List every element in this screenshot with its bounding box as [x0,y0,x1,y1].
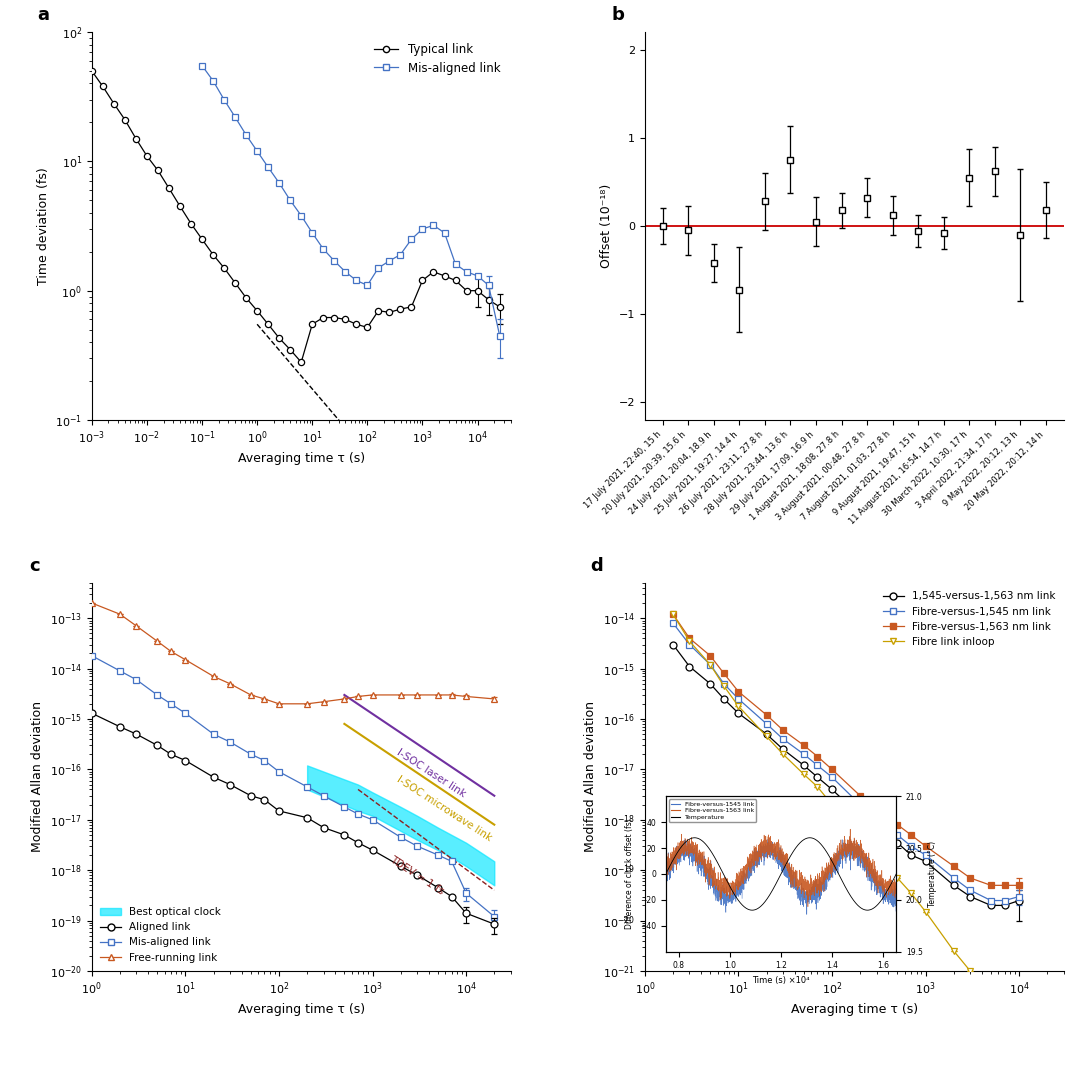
Y-axis label: Time deviation (fs): Time deviation (fs) [37,168,50,285]
Text: TDEV = 1 fs: TDEV = 1 fs [388,855,446,897]
Text: c: c [29,557,40,575]
Y-axis label: Offset (10⁻¹⁸): Offset (10⁻¹⁸) [600,184,613,268]
X-axis label: Averaging time τ (s): Averaging time τ (s) [238,452,365,465]
X-axis label: Averaging time τ (s): Averaging time τ (s) [238,1003,365,1016]
Text: a: a [38,6,50,25]
Text: d: d [591,557,603,575]
Text: b: b [611,6,624,25]
Legend: 1,545-versus-1,563 nm link, Fibre-versus-1,545 nm link, Fibre-versus-1,563 nm li: 1,545-versus-1,563 nm link, Fibre-versus… [880,588,1058,650]
Text: I-SOC laser link: I-SOC laser link [395,748,468,799]
Legend: Best optical clock, Aligned link, Mis-aligned link, Free-running link: Best optical clock, Aligned link, Mis-al… [97,904,225,966]
X-axis label: Averaging time τ (s): Averaging time τ (s) [791,1003,918,1016]
Legend: Typical link, Mis-aligned link: Typical link, Mis-aligned link [369,38,504,79]
Y-axis label: Temperature (°C): Temperature (°C) [929,841,937,907]
Y-axis label: Modified Allan deviation: Modified Allan deviation [584,701,597,853]
Text: I-SOC microwave link: I-SOC microwave link [395,774,494,843]
Y-axis label: Modified Allan deviation: Modified Allan deviation [31,701,44,853]
